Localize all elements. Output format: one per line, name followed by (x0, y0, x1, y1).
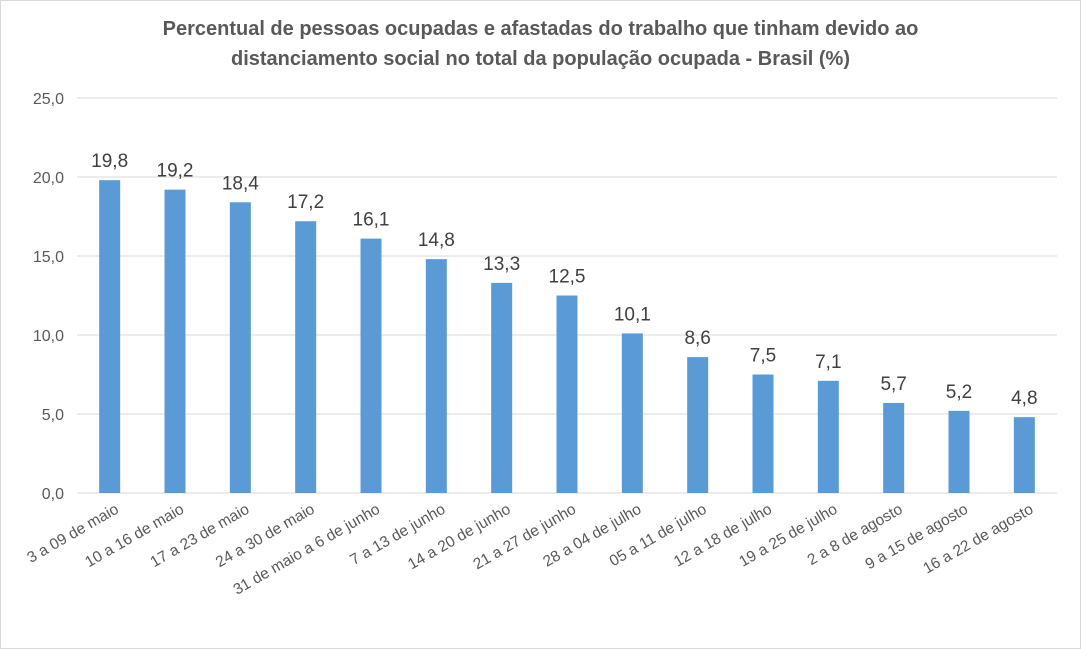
bar (556, 295, 578, 493)
data-label: 10,1 (614, 304, 651, 325)
bar (687, 357, 709, 493)
data-label: 17,2 (287, 192, 324, 213)
data-label: 7,5 (750, 346, 776, 367)
chart-title: Percentual de pessoas ocupadas e afastad… (0, 14, 1081, 74)
bar (491, 282, 513, 493)
y-tick-label: 0,0 (42, 486, 64, 503)
bars (99, 180, 1035, 494)
data-label: 19,2 (157, 161, 194, 182)
bar (164, 189, 186, 493)
bar (883, 402, 905, 493)
bar (1013, 417, 1035, 493)
data-label: 7,1 (815, 352, 841, 373)
data-label: 5,7 (880, 374, 906, 395)
y-tick-label: 25,0 (33, 91, 64, 108)
bar (948, 410, 970, 493)
y-tick-label: 15,0 (33, 249, 64, 266)
data-label: 14,8 (418, 230, 455, 251)
data-label: 18,4 (222, 173, 259, 194)
chart-title-line-1: Percentual de pessoas ocupadas e afastad… (162, 18, 919, 40)
data-label: 8,6 (684, 328, 710, 349)
bar (817, 380, 839, 493)
bar (295, 221, 317, 494)
data-label: 4,8 (1011, 388, 1037, 409)
data-labels: 19,8 19,2 18,4 17,2 16,1 14,8 13,3 12,5 10,1 8,6 7… (91, 151, 1037, 409)
y-tick-label: 20,0 (33, 170, 64, 187)
bar (425, 259, 447, 493)
bar (99, 180, 121, 493)
data-label: 5,2 (946, 382, 972, 403)
y-tick-label: 5,0 (42, 407, 64, 424)
data-label: 19,8 (91, 151, 128, 172)
y-axis-tick-labels: 0,0 5,0 10,0 15,0 20,0 25,0 (33, 91, 64, 503)
bar (621, 333, 643, 493)
data-label: 13,3 (483, 254, 520, 275)
y-tick-label: 10,0 (33, 328, 64, 345)
bar (229, 202, 251, 493)
data-label: 16,1 (353, 210, 390, 231)
chart-title-line-2: distanciamento social no total da popula… (231, 48, 850, 70)
bar (752, 374, 774, 493)
data-label: 12,5 (549, 267, 586, 288)
bar (360, 238, 382, 493)
x-tick-label: 16 a 22 de agosto (920, 501, 1036, 578)
